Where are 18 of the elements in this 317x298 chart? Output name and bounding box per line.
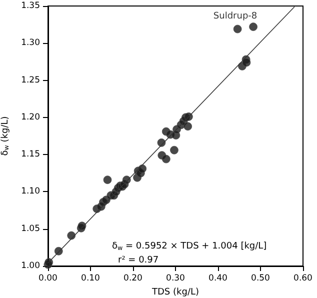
annotation: r² = 0.97 xyxy=(118,256,159,266)
x-tick-label: 0.60 xyxy=(294,274,312,284)
annotation: Suldrup-8 xyxy=(213,11,258,22)
x-tick-label: 0.40 xyxy=(208,274,228,284)
y-tick-label: 1.25 xyxy=(21,75,40,86)
x-tick-label: 0.20 xyxy=(124,274,142,284)
x-axis-title: TDS (kg/L) xyxy=(151,287,199,298)
y-tick-label: 1.00 xyxy=(21,261,40,271)
x-tick-label: 0.00 xyxy=(38,274,58,284)
y-tick-label: 1.20 xyxy=(21,112,40,122)
y-tick-label: 1.05 xyxy=(21,224,40,234)
x-tick-label: 0.50 xyxy=(251,274,270,284)
y-tick-label: 1.35 xyxy=(21,1,40,11)
y-tick-label: 1.10 xyxy=(21,186,40,197)
y-tick-label: 1.30 xyxy=(21,38,40,48)
x-tick-label: 0.10 xyxy=(81,274,100,284)
x-tick-label: 0.30 xyxy=(166,274,185,284)
y-tick-label: 1.15 xyxy=(21,150,40,160)
